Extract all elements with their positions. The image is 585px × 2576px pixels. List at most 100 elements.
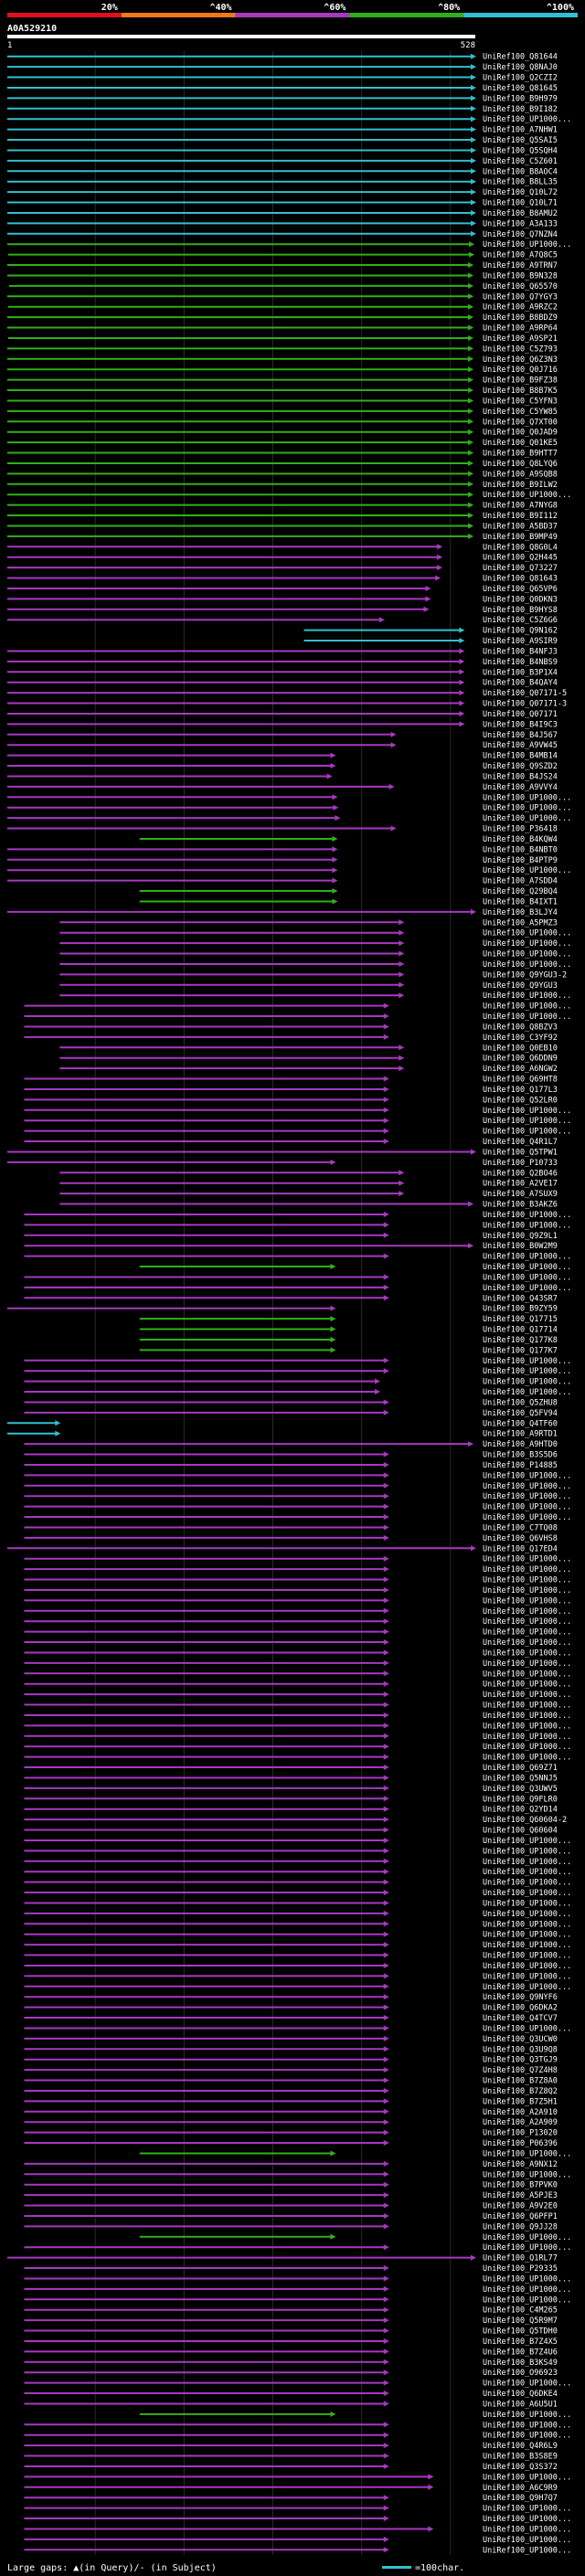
query-id-label: A0A529210 xyxy=(7,24,57,34)
hit-arrowhead xyxy=(459,679,465,685)
chart-legend: Large gaps: ▲(in Query)/- (in Subject) =… xyxy=(7,2563,464,2573)
hit-arrowhead xyxy=(330,752,336,758)
hit-arrowhead xyxy=(383,2077,389,2083)
hit-arrowhead xyxy=(468,293,474,300)
hit-arrowhead xyxy=(383,1962,389,1968)
hit-label: UniRef100_UP1000... xyxy=(483,2505,571,2514)
hit-arrowhead xyxy=(459,721,465,727)
hit-arrowhead xyxy=(383,2160,389,2167)
hit-arrowhead xyxy=(468,345,474,352)
hit-arrowhead xyxy=(332,835,338,842)
hit-label: UniRef100_Q3UWV5 xyxy=(483,1785,558,1794)
hit-label: UniRef100_A9SIR9 xyxy=(483,637,558,646)
hit-label: UniRef100_UP1000... xyxy=(483,2233,571,2242)
hit-label: UniRef100_UP1000... xyxy=(483,1754,571,1763)
hit-label: UniRef100_UP1000... xyxy=(483,1388,571,1397)
hit-arrowhead xyxy=(383,2390,389,2397)
hit-arrowhead xyxy=(383,1451,389,1458)
hit-arrowhead xyxy=(383,1222,389,1228)
hit-label: UniRef100_C5YW85 xyxy=(483,408,558,417)
hit-arrowhead xyxy=(332,888,338,895)
hit-arrowhead xyxy=(383,1566,389,1573)
identity-color-scale: 20% ^40% ^60% ^80% ^100% xyxy=(7,3,578,17)
hit-arrowhead xyxy=(383,1723,389,1729)
hit-arrowhead xyxy=(383,2212,389,2219)
hit-label: UniRef100_C5Z6G6 xyxy=(483,616,558,625)
hit-label: UniRef100_B9ZY59 xyxy=(483,1305,558,1314)
hit-arrowhead xyxy=(383,1733,389,1739)
hit-arrowhead xyxy=(468,408,474,414)
hit-label: UniRef100_Q4R6L9 xyxy=(483,2442,558,2451)
hit-label: UniRef100_B3KS49 xyxy=(483,2359,558,2368)
hit-arrowhead xyxy=(383,2443,389,2449)
hit-label: UniRef100_Q4TF60 xyxy=(483,1419,558,1428)
hit-label: UniRef100_UP1000... xyxy=(483,1712,571,1721)
hit-label: UniRef100_A7SUX9 xyxy=(483,1190,558,1199)
hit-label: UniRef100_UP1000... xyxy=(483,1722,571,1731)
hit-label: UniRef100_UP1000... xyxy=(483,1471,571,1480)
hit-arrowhead xyxy=(435,575,441,581)
hit-label: UniRef100_UP1000... xyxy=(483,1899,571,1908)
hit-label: UniRef100_B9ILW2 xyxy=(483,481,558,490)
hit-arrowhead xyxy=(468,262,474,269)
hit-label: UniRef100_UP1000... xyxy=(483,2170,571,2179)
hit-label: UniRef100_UP1000... xyxy=(483,491,571,500)
hit-arrowhead xyxy=(383,1253,389,1259)
hit-label: UniRef100_UP1000... xyxy=(483,1586,571,1595)
hit-label: UniRef100_A9V2E0 xyxy=(483,2202,558,2211)
hit-arrowhead xyxy=(471,74,476,80)
hit-label: UniRef100_B7Z8Q2 xyxy=(483,2087,558,2096)
hit-label: UniRef100_UP1000... xyxy=(483,2380,571,2389)
hit-label: UniRef100_Q43SR7 xyxy=(483,1294,558,1303)
hit-label: UniRef100_UP1000... xyxy=(483,1638,571,1648)
hit-label: UniRef100_Q7Z4H8 xyxy=(483,2066,558,2075)
hit-label: UniRef100_B9MP49 xyxy=(483,533,558,542)
hit-label: UniRef100_Q65570 xyxy=(483,282,558,292)
hit-arrowhead xyxy=(459,648,465,654)
hit-arrowhead xyxy=(383,2046,389,2052)
hit-label: UniRef100_P06396 xyxy=(483,2139,558,2148)
hit-arrowhead xyxy=(383,1806,389,1812)
hit-arrowhead xyxy=(468,429,474,435)
hit-label: UniRef100_A5PMZ3 xyxy=(483,918,558,928)
hit-label: UniRef100_Q60604 xyxy=(483,1827,558,1836)
hit-arrowhead xyxy=(383,1775,389,1781)
hit-arrowhead xyxy=(383,1983,389,1989)
hit-arrowhead xyxy=(383,1890,389,1896)
hit-arrowhead xyxy=(330,1159,336,1165)
hit-label: UniRef100_P13020 xyxy=(483,2129,558,2138)
hit-label: UniRef100_UP1000... xyxy=(483,2536,571,2545)
hit-label: UniRef100_B9HTT7 xyxy=(483,450,558,459)
hit-arrowhead xyxy=(471,220,476,227)
hit-label: UniRef100_UP1000... xyxy=(483,1596,571,1606)
hit-label: UniRef100_B4IXT1 xyxy=(483,897,558,906)
hit-label: UniRef100_UP1000... xyxy=(483,1691,571,1700)
hit-arrowhead xyxy=(383,1586,389,1593)
hit-arrowhead xyxy=(468,471,474,477)
hit-arrowhead xyxy=(383,2422,389,2428)
hit-arrowhead xyxy=(383,2202,389,2209)
hit-arrowhead xyxy=(383,1649,389,1656)
hit-label: UniRef100_C7TQ08 xyxy=(483,1523,558,1532)
hit-arrowhead xyxy=(468,502,474,508)
hit-label: UniRef100_UP1000... xyxy=(483,1920,571,1929)
hit-arrowhead xyxy=(383,1701,389,1708)
hit-arrowhead xyxy=(390,825,397,832)
hit-label: UniRef100_Q29BQ4 xyxy=(483,887,558,896)
hit-label: UniRef100_Q81643 xyxy=(483,575,558,584)
hit-label: UniRef100_UP1000... xyxy=(483,1837,571,1846)
hit-arrowhead xyxy=(383,1659,389,1666)
hit-label: UniRef100_Q60604-2 xyxy=(483,1816,567,1825)
hit-label: UniRef100_Q0JAD9 xyxy=(483,429,558,438)
hit-arrowhead xyxy=(468,398,474,404)
hit-label: UniRef100_C4M265 xyxy=(483,2306,558,2316)
hit-arrowhead xyxy=(468,1441,474,1447)
hit-label: UniRef100_A9SQB8 xyxy=(483,470,558,479)
hit-label: UniRef100_C3YF92 xyxy=(483,1034,558,1043)
hit-label: UniRef100_UP1000... xyxy=(483,1482,571,1491)
hit-arrowhead xyxy=(459,627,465,633)
hit-label: UniRef100_UP1000... xyxy=(483,2525,571,2534)
hit-label: UniRef100_UP1000... xyxy=(483,1931,571,1940)
hit-label: UniRef100_UP1000... xyxy=(483,1628,571,1638)
